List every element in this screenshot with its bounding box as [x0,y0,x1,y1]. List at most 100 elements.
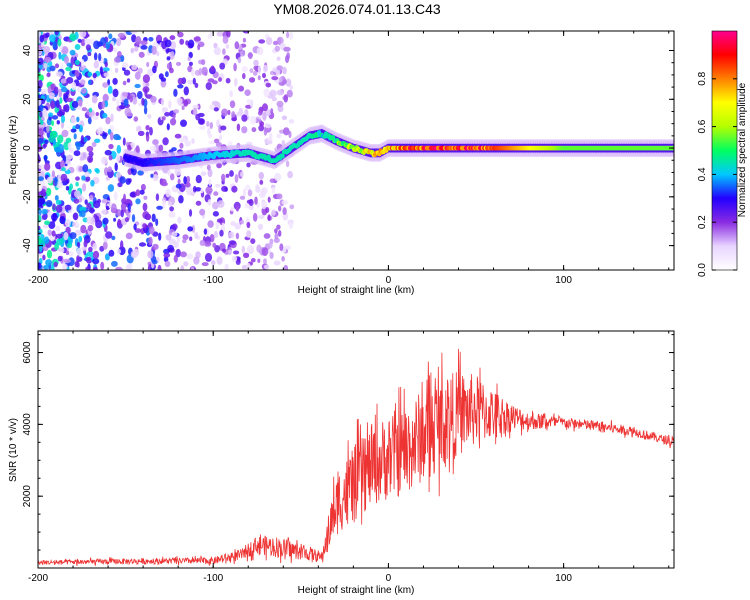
noise-blob [257,65,262,74]
noise-blob [205,82,212,91]
noise-blob [109,131,114,141]
noise-blob [165,188,171,198]
noise-blob [283,264,289,270]
noise-blob [130,47,135,54]
noise-blob [142,202,148,212]
noise-blob [130,250,138,259]
noise-blob [187,226,194,232]
noise-blob [225,44,230,49]
noise-blob [160,77,167,82]
noise-blob [71,81,77,91]
noise-blob [192,104,199,109]
noise-blob [234,174,239,183]
noise-blob [258,124,265,132]
noise-blob [288,119,295,124]
noise-blob [212,211,219,217]
noise-blob [285,78,292,87]
noise-blob [258,171,264,180]
noise-blob [38,98,42,106]
noise-blob [44,56,52,63]
noise-blob [172,113,176,119]
x-tick-label: -100 [203,573,223,584]
noise-blob [212,201,219,210]
noise-blob [176,234,181,243]
noise-blob [101,199,108,204]
noise-blob [230,206,235,212]
noise-blob [145,133,150,142]
noise-blob [259,121,265,127]
noise-blob [57,134,64,144]
noise-blob [69,183,73,190]
noise-blob [43,62,48,69]
noise-blob [206,120,210,127]
noise-blob [288,31,294,40]
noise-blob [286,31,290,39]
noise-blob [285,55,290,64]
noise-blob [111,260,118,267]
noise-blob [167,244,175,252]
noise-blob [58,51,62,60]
noise-blob [201,66,208,76]
noise-blob [65,97,73,103]
noise-blob [108,33,113,40]
noise-blob [222,248,226,253]
noise-blob [57,255,63,262]
noise-blob [234,41,240,50]
noise-blob [246,245,255,255]
noise-blob [271,186,276,194]
noise-blob [186,253,194,260]
noise-blob [269,178,276,183]
noise-blob [80,135,85,144]
noise-blob [187,39,195,49]
noise-blob [191,224,196,233]
noise-blob [78,235,83,243]
noise-blob [102,67,110,72]
noise-blob [262,72,266,79]
noise-blob [234,223,242,230]
noise-blob [177,216,182,224]
noise-blob [124,217,130,223]
noise-blob [105,41,110,50]
noise-blob [163,252,171,258]
noise-blob [102,217,109,225]
noise-blob [76,255,80,264]
noise-blob [125,178,131,185]
noise-blob [113,191,118,201]
noise-blob [43,264,50,270]
noise-blob [194,187,202,192]
noise-blob [38,119,41,124]
noise-blob [115,266,123,270]
noise-blob [171,223,178,231]
noise-blob [169,50,175,60]
noise-blob [73,150,81,157]
noise-blob [38,128,44,137]
noise-blob [135,36,142,45]
noise-blob [216,162,223,169]
noise-blob [46,72,51,78]
noise-blob [38,79,43,89]
noise-blob [156,205,164,210]
noise-blob [180,265,185,270]
noise-blob [138,242,147,247]
noise-blob [157,264,162,270]
noise-blob [51,170,56,178]
noise-blob [86,250,94,257]
noise-blob [116,135,122,141]
noise-blob [133,223,137,231]
noise-blob [243,188,246,197]
noise-blob [38,262,41,270]
noise-blob [129,191,136,198]
noise-blob [180,119,187,127]
noise-blob [233,250,240,255]
noise-blob [104,149,112,156]
noise-blob [204,252,213,262]
noise-blob [76,247,84,256]
noise-blob [39,111,43,118]
noise-blob [236,123,241,132]
noise-blob [216,218,223,223]
noise-blob [199,208,206,216]
noise-blob [74,190,81,198]
noise-blob [213,107,219,112]
noise-blob [38,57,44,65]
noise-blob [263,88,270,98]
